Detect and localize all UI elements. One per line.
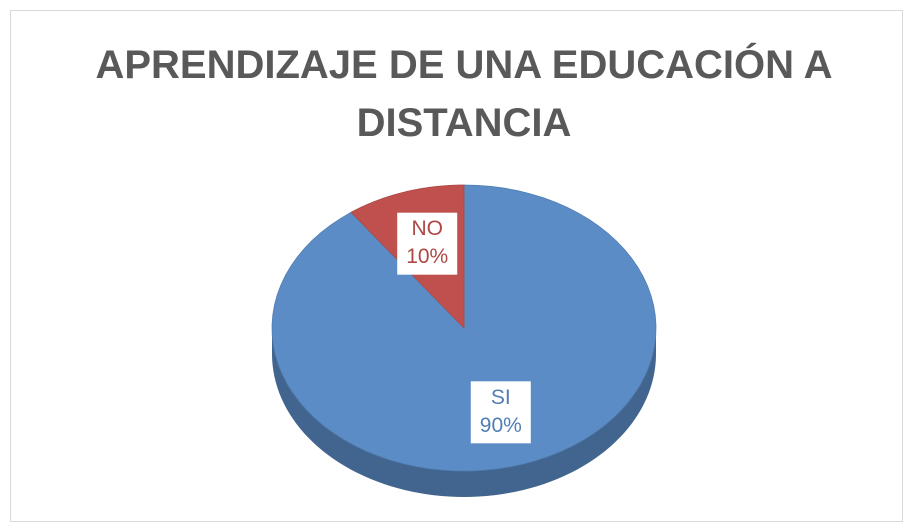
chart-title: APRENDIZAJE DE UNA EDUCACIÓN A DISTANCIA <box>95 43 833 145</box>
data-label-box <box>397 212 458 275</box>
data-label-box <box>470 381 531 444</box>
slice-side <box>272 328 656 497</box>
value-label: 90% <box>480 414 522 437</box>
value-label: 10% <box>406 245 448 268</box>
category-label: NO <box>411 217 443 240</box>
chart-frame <box>10 10 903 522</box>
category-label: SI <box>491 386 511 409</box>
